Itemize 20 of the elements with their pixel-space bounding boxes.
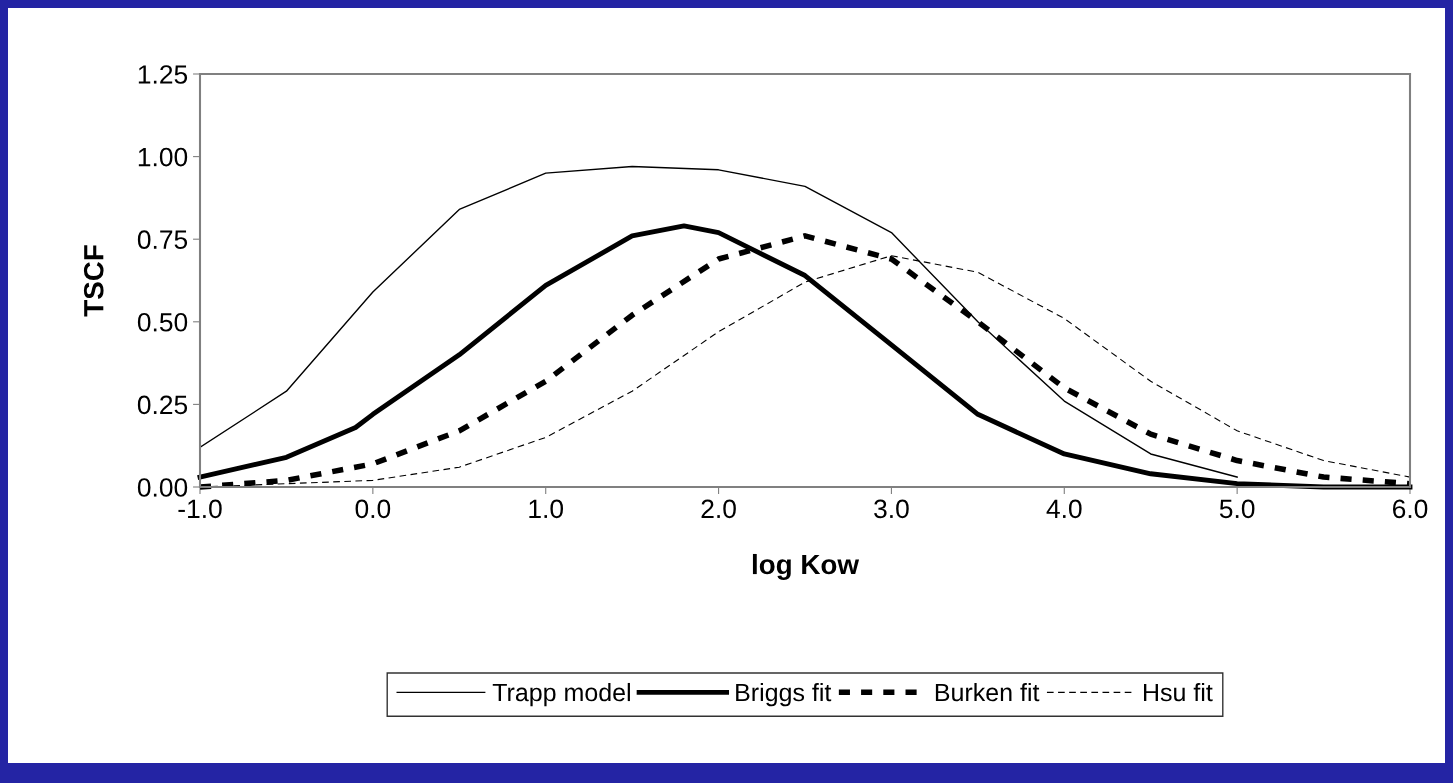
y-tick-label: 0.50 [137, 312, 188, 332]
legend-label: Hsu fit [1144, 682, 1213, 702]
x-tick-label: 5.0 [1219, 499, 1255, 519]
x-tick-label: 4.0 [1046, 499, 1082, 519]
y-tick-label: 0.25 [137, 395, 188, 415]
x-tick-label: 0.0 [355, 499, 391, 519]
legend-label: Trapp model [492, 682, 630, 707]
y-axis-title: TSCF [83, 245, 104, 317]
x-tick-label: -1.0 [178, 499, 222, 519]
y-tick-label: 0.00 [137, 478, 188, 497]
x-axis-title: log Kow [752, 553, 860, 580]
x-tick-label: 6.0 [1393, 499, 1428, 519]
x-tick-label: 3.0 [874, 499, 909, 519]
y-tick-label: 0.75 [137, 230, 188, 250]
y-tick-label: 1.00 [138, 147, 188, 167]
x-tick-label: 2.0 [701, 499, 736, 519]
x-tick-label: 1.0 [529, 499, 564, 519]
y-tick-label: 1.25 [138, 65, 188, 84]
legend-label: Burken fit [935, 682, 1040, 702]
legend-label: Briggs fit [736, 682, 832, 707]
